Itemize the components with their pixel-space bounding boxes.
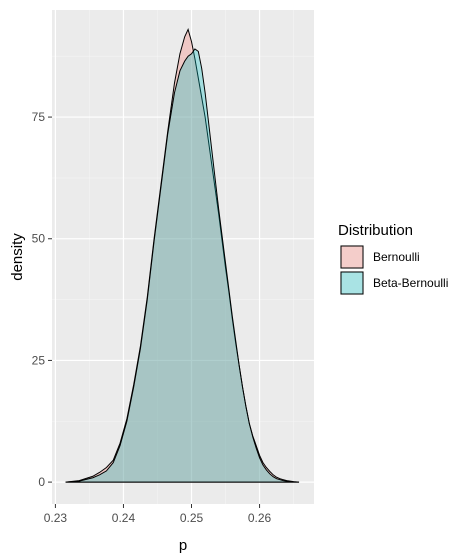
legend: Distribution Bernoulli Beta-Bernoulli [338,222,448,295]
legend-key-background [340,271,364,295]
x-tick-label: 0.24 [112,511,136,525]
y-tick-label: 75 [32,110,46,124]
y-tick-label: 25 [32,353,46,367]
x-axis-title: p [179,537,187,554]
y-axis-title: density [9,233,26,281]
x-axis-ticks: 0.23 0.24 0.25 0.26 [44,504,272,525]
legend-swatch-beta-bernoulli [340,271,364,295]
series-layer [65,28,300,483]
minor-gridlines [52,10,314,504]
y-tick-label: 0 [38,475,45,489]
x-tick-label: 0.25 [180,511,204,525]
x-tick-label: 0.26 [248,511,272,525]
legend-key-background [340,245,364,269]
legend-swatch-bernoulli [340,245,364,269]
legend-items: Bernoulli Beta-Bernoulli [340,245,448,295]
legend-title: Distribution [338,222,413,239]
x-tick-label: 0.23 [44,511,68,525]
legend-label-bernoulli: Bernoulli [373,250,420,264]
density-area-beta-bernoulli [65,48,300,483]
y-tick-label: 50 [32,232,46,246]
y-axis-ticks: 0 25 50 75 [32,110,52,489]
legend-label-beta-bernoulli: Beta-Bernoulli [373,276,448,290]
major-gridlines [52,10,314,504]
plot-panel [52,10,314,504]
